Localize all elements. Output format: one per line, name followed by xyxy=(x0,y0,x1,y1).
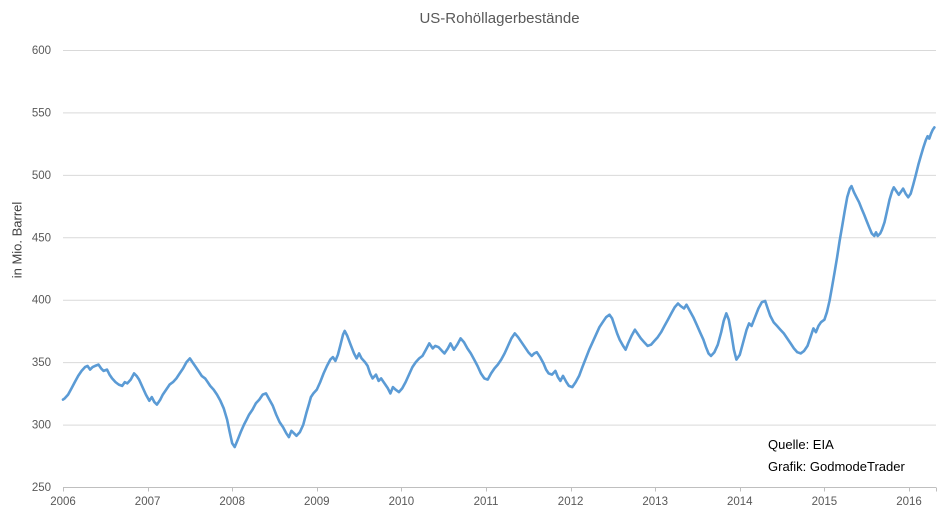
x-tick-label: 2010 xyxy=(389,496,415,508)
x-tick-label: 2008 xyxy=(219,496,245,508)
source-line: Quelle: EIA xyxy=(768,437,834,452)
y-tick-label: 550 xyxy=(32,107,51,119)
x-tick-label: 2014 xyxy=(727,496,753,508)
x-tick-label: 2013 xyxy=(642,496,668,508)
x-tick-label: 2006 xyxy=(50,496,76,508)
y-tick-label: 250 xyxy=(32,482,51,494)
y-tick-label: 300 xyxy=(32,420,51,432)
y-tick-label: 450 xyxy=(32,232,51,244)
data-series-line xyxy=(61,126,936,449)
chart-title: US-Rohöllagerbestände xyxy=(419,10,580,27)
x-tick-label: 2016 xyxy=(896,496,922,508)
x-tick-label: 2011 xyxy=(474,496,499,508)
y-tick-label: 600 xyxy=(32,45,51,57)
x-tick-label: 2009 xyxy=(304,496,330,508)
source-annotation: Quelle: EIA Grafik: GodmodeTrader xyxy=(768,434,905,478)
y-tick-label: 500 xyxy=(32,170,51,182)
y-tick-label: 350 xyxy=(32,357,51,369)
y-tick-label: 400 xyxy=(32,295,51,307)
x-tick-label: 2015 xyxy=(812,496,838,508)
x-tick-label: 2007 xyxy=(135,496,161,508)
credit-line: Grafik: GodmodeTrader xyxy=(768,459,905,474)
x-tick-label: 2012 xyxy=(558,496,584,508)
